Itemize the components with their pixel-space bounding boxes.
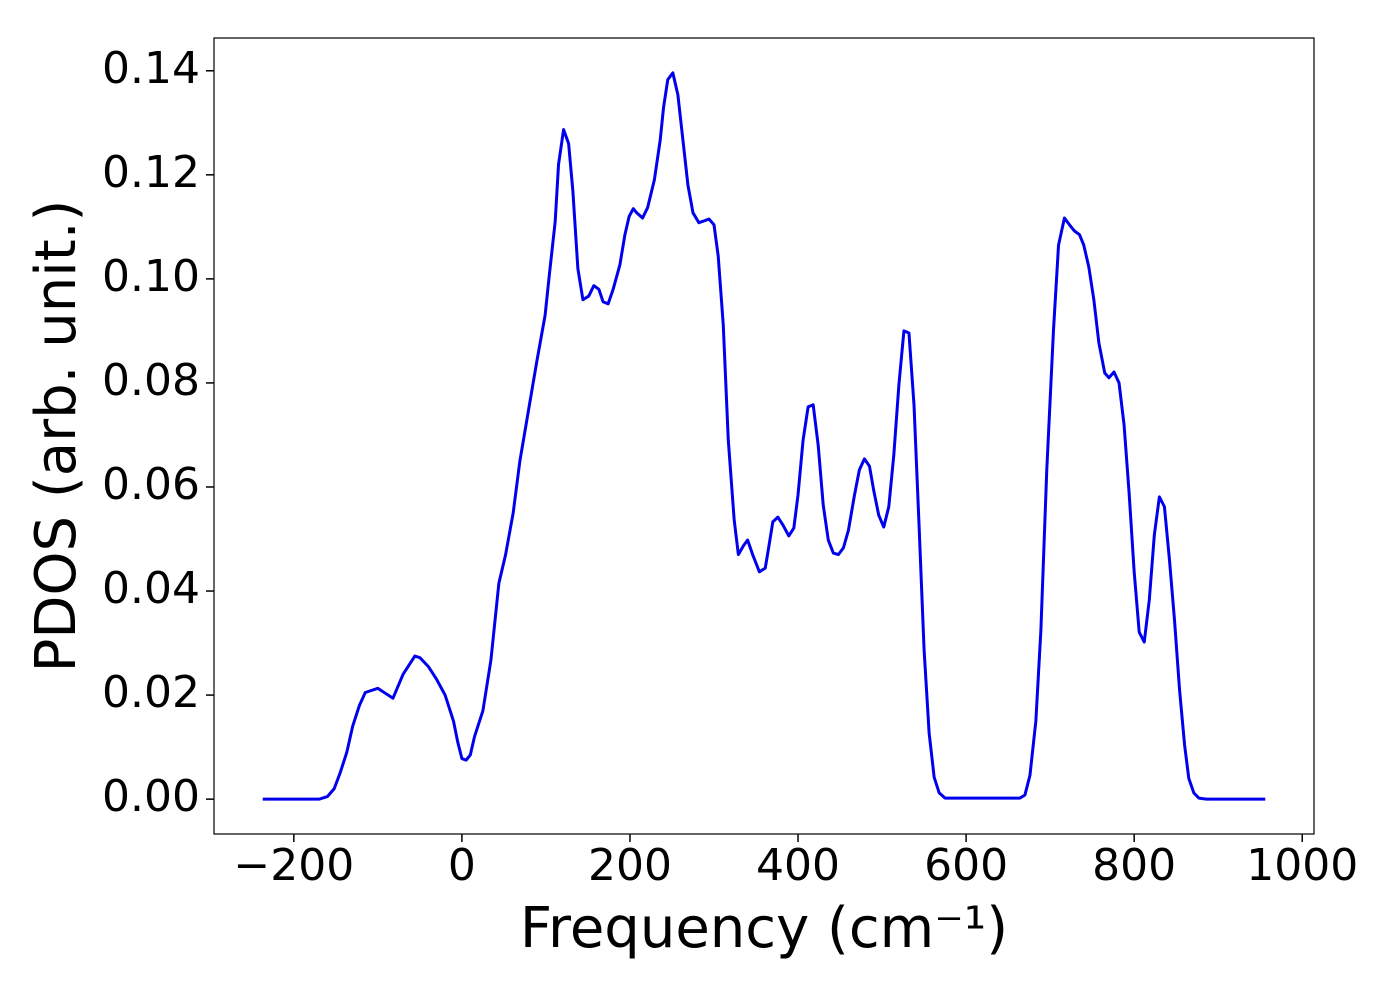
plot-frame [213, 37, 1315, 835]
y-tick-label: 0.04 [102, 563, 200, 614]
line [262, 71, 1266, 801]
x-tick-label: 800 [1092, 840, 1176, 891]
y-tick-label: 0.06 [102, 459, 200, 510]
y-tick-label: 0.02 [102, 667, 200, 718]
x-tick-label: −200 [233, 840, 354, 891]
y-tick-label: 0.14 [102, 43, 200, 94]
y-tick-label: 0.10 [102, 251, 200, 302]
y-tick-label: 0.12 [102, 147, 200, 198]
x-tick-label: 1000 [1246, 840, 1358, 891]
x-tick-label: 0 [448, 840, 476, 891]
x-tick-label: 600 [924, 840, 1008, 891]
y-tick-label: 0.00 [102, 771, 200, 822]
y-tick-label: 0.08 [102, 355, 200, 406]
y-axis-label: PDOS (arb. unit.) [24, 200, 89, 673]
x-tick-label: 400 [756, 840, 840, 891]
x-axis-label: Frequency (cm⁻¹) [520, 896, 1008, 961]
x-tick-label: 200 [588, 840, 672, 891]
